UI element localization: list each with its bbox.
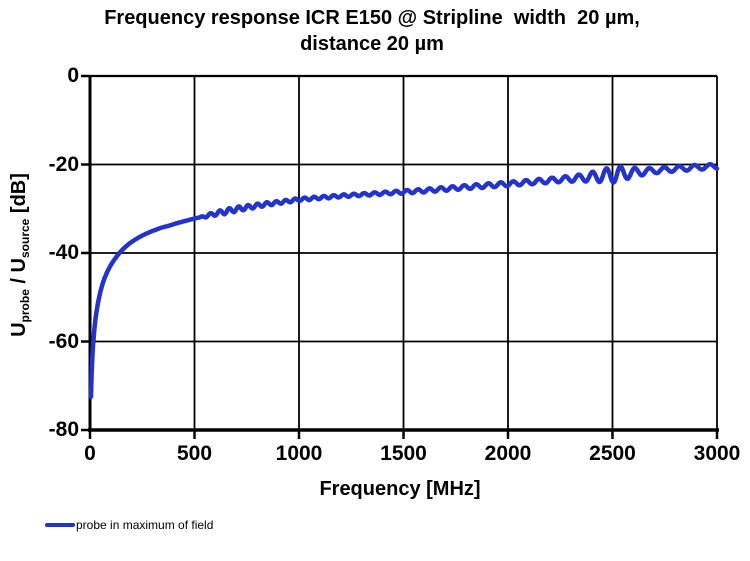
chart-title-line1: Frequency response ICR E150 @ Stripline …: [104, 7, 640, 29]
y-axis-title-sub-source: source: [18, 218, 32, 258]
chart-title-line2: distance 20 µm: [300, 33, 444, 55]
series-line: [88, 161, 720, 400]
y-tick-label: -40: [48, 241, 79, 264]
chart-title: Frequency response ICR E150 @ Stripline …: [0, 5, 744, 57]
y-axis-title-sub-probe: probe: [18, 289, 32, 323]
x-tick-label: 2000: [484, 442, 532, 465]
x-tick-label: 3000: [693, 442, 741, 465]
y-tick-label: -20: [48, 152, 79, 176]
legend-line-marker: [45, 523, 75, 527]
legend-label: probe in maximum of field: [76, 518, 214, 532]
y-tick-label: -80: [48, 418, 79, 441]
legend: probe in maximum of field: [45, 517, 213, 533]
x-axis-title: Frequency [MHz]: [319, 478, 481, 500]
x-tick-label: 0: [84, 442, 96, 465]
x-tick-label: 2500: [589, 442, 636, 465]
x-tick-label: 1000: [275, 442, 323, 465]
y-axis-title-unit: [dB]: [8, 173, 30, 219]
y-axis-title-sep: / U: [8, 258, 30, 290]
y-tick-label: -60: [48, 329, 79, 353]
x-tick-label: 1500: [380, 442, 427, 465]
x-tick-label: 500: [176, 442, 213, 465]
y-axis-title-u: U: [8, 322, 30, 337]
y-tick-label: 0: [67, 64, 79, 87]
y-axis-title: Uprobe / Usource [dB]: [6, 115, 32, 395]
